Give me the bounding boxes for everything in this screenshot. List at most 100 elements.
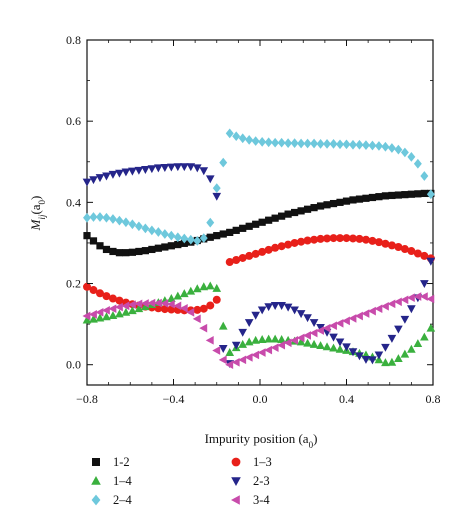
data-point-3-4 [205, 336, 214, 345]
data-point-2–4 [108, 214, 117, 224]
data-point-2–4 [323, 139, 331, 149]
data-point-1–4 [212, 283, 222, 292]
data-point-1–3 [361, 235, 370, 244]
x-tick-label: 0.8 [426, 392, 441, 406]
data-point-2-3 [167, 163, 176, 172]
x-axis-label: Impurity position (a0) [205, 431, 318, 450]
series-2-3 [82, 163, 436, 368]
data-point-3-4 [173, 301, 182, 311]
data-marks [82, 128, 436, 370]
data-point-1–4 [128, 306, 137, 315]
data-point-2-3 [141, 166, 150, 174]
data-point-2-3 [238, 328, 248, 337]
y-tick-label: 0.0 [66, 358, 81, 372]
data-point-3-4 [335, 318, 344, 328]
x-tick-label: −0.4 [163, 392, 185, 406]
data-point-1–4 [426, 323, 436, 332]
data-point-2-3 [251, 311, 260, 320]
legend-item-3-4: 3-4 [231, 493, 270, 507]
data-point-1-2 [420, 189, 428, 198]
data-point-1–4 [95, 313, 105, 322]
data-point-2-3 [309, 319, 319, 327]
data-point-2-3 [361, 356, 371, 364]
data-point-2–4 [297, 138, 306, 149]
data-point-1-2 [148, 245, 156, 254]
data-point-1–3 [95, 289, 104, 298]
data-point-2-3 [257, 306, 267, 315]
data-point-1–4 [102, 312, 111, 321]
data-point-1–3 [355, 234, 364, 243]
data-point-1–4 [192, 284, 202, 293]
data-point-1–4 [173, 291, 183, 300]
data-point-1–3 [206, 301, 215, 310]
legend-marker-3-4 [231, 495, 240, 505]
data-point-1-2 [407, 190, 415, 198]
data-point-1-2 [362, 194, 370, 202]
data-point-1–4 [199, 282, 209, 291]
data-point-1–3 [212, 295, 221, 304]
data-point-3-4 [114, 302, 123, 312]
data-point-2-3 [277, 302, 286, 310]
data-point-1–4 [400, 349, 410, 358]
data-point-2-3 [348, 348, 358, 357]
data-point-3-4 [153, 298, 162, 308]
data-point-3-4 [147, 298, 156, 308]
data-point-3-4 [361, 309, 370, 318]
data-point-1-2 [381, 192, 390, 200]
data-point-1-2 [284, 210, 292, 218]
legend-item-1–4: 1–4 [91, 474, 133, 488]
data-point-2–4 [407, 152, 416, 162]
data-point-1-2 [239, 224, 247, 232]
data-point-1–3 [225, 258, 234, 267]
data-point-2–4 [355, 139, 364, 150]
data-point-2-3 [316, 323, 325, 332]
data-point-3-4 [192, 314, 201, 324]
data-point-2-3 [212, 192, 222, 201]
data-point-2-3 [128, 167, 137, 176]
data-point-1-2 [245, 222, 253, 230]
data-point-3-4 [400, 295, 409, 305]
data-point-2–4 [426, 189, 435, 200]
data-point-3-4 [251, 350, 260, 360]
data-point-1-2 [265, 216, 273, 224]
data-point-1–3 [199, 304, 208, 313]
data-point-2–4 [219, 157, 228, 168]
data-point-1–4 [108, 311, 118, 320]
data-point-2-3 [205, 175, 215, 184]
data-point-1–3 [387, 241, 396, 250]
data-point-2-3 [231, 341, 241, 350]
data-point-3-4 [225, 360, 234, 370]
data-point-3-4 [257, 348, 266, 357]
data-point-1–3 [348, 234, 357, 243]
y-axis-label: Mij(a0) [28, 196, 47, 232]
data-point-2-3 [303, 314, 312, 323]
data-point-1–3 [251, 249, 260, 258]
data-point-1–3 [400, 245, 409, 254]
data-point-2-3 [387, 334, 397, 343]
data-point-1–4 [141, 302, 150, 311]
data-point-3-4 [270, 343, 279, 352]
data-point-2-3 [179, 163, 189, 172]
data-point-1-2 [401, 191, 409, 199]
data-point-1-2 [122, 249, 130, 257]
data-point-3-4 [160, 299, 169, 308]
data-point-1–4 [309, 339, 319, 348]
data-point-3-4 [419, 292, 428, 301]
data-point-2-3 [264, 303, 273, 312]
data-point-2-3 [335, 338, 345, 347]
data-point-2-3 [290, 306, 299, 315]
data-point-3-4 [393, 297, 402, 307]
data-point-1–4 [251, 335, 260, 344]
series-1-2 [83, 189, 435, 257]
data-point-2–4 [225, 128, 234, 139]
data-point-2–4 [290, 138, 299, 148]
data-point-2–4 [374, 141, 383, 151]
data-point-2–4 [362, 140, 370, 150]
data-point-1-2 [336, 198, 344, 206]
data-point-2–4 [115, 215, 124, 226]
data-point-2-3 [192, 164, 202, 173]
data-point-1–3 [277, 242, 286, 251]
x-tick-label: −0.8 [76, 392, 98, 406]
data-point-1-2 [167, 242, 175, 250]
